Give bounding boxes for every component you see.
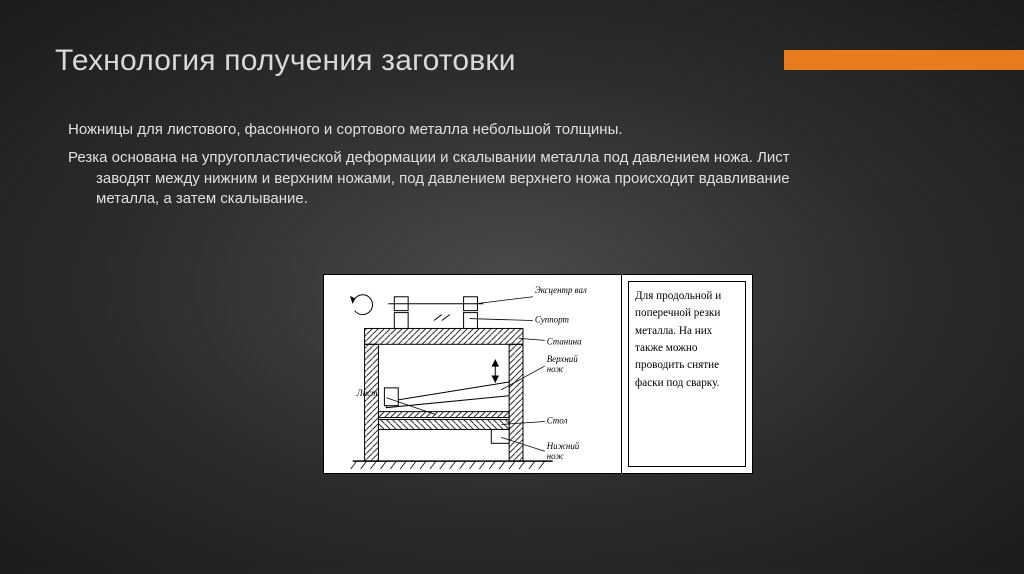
label-upper-knife: Верхнийнож bbox=[547, 354, 578, 374]
diagram-caption: Для продольной и поперечной резки металл… bbox=[628, 281, 746, 467]
shears-diagram-svg: Эксцентр вал Суппорт Станина Верхнийнож … bbox=[324, 275, 621, 473]
label-table: Стол bbox=[547, 416, 568, 426]
label-support: Суппорт bbox=[535, 315, 570, 325]
label-sheet: Лист bbox=[356, 388, 378, 398]
accent-bar bbox=[784, 50, 1024, 70]
shears-diagram-figure: Эксцентр вал Суппорт Станина Верхнийнож … bbox=[323, 274, 753, 474]
label-frame: Станина bbox=[547, 336, 582, 346]
label-lower-knife: Нижнийнож bbox=[546, 441, 580, 461]
paragraph-2: Резка основана на упругопластической деф… bbox=[68, 148, 824, 209]
label-eccentric: Эксцентр вал bbox=[535, 285, 587, 295]
paragraph-1: Ножницы для листового, фасонного и сорто… bbox=[68, 120, 824, 140]
shears-diagram: Эксцентр вал Суппорт Станина Верхнийнож … bbox=[324, 275, 622, 473]
page-title: Технология получения заготовки bbox=[55, 44, 516, 78]
body-text: Ножницы для листового, фасонного и сорто… bbox=[68, 120, 824, 217]
